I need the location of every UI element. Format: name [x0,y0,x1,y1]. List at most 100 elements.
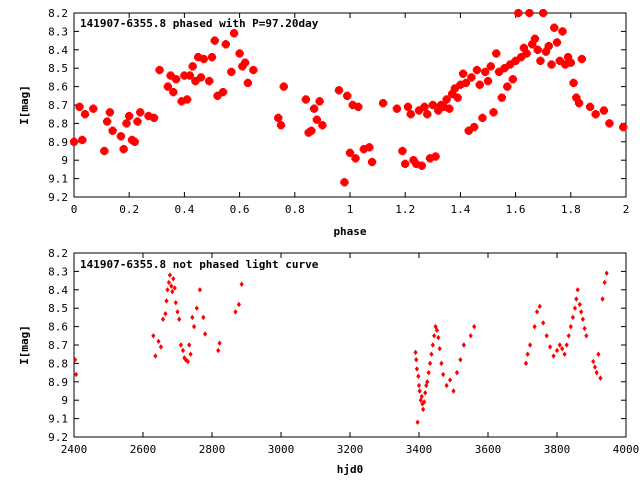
phased-y-tick-label: 8.2 [48,7,68,20]
unphased-data-point [437,345,442,352]
phased-data-point [522,49,531,58]
unphased-x-tick-label: 2800 [199,443,226,456]
unphased-data-point [447,377,453,383]
phased-data-point [105,108,115,117]
unphased-data-point [591,358,596,365]
unphased-data-point [602,279,607,286]
unphased-data-point [185,358,190,365]
phased-data-point [183,95,192,104]
phased-data-point [279,82,288,91]
unphased-data-point [416,373,421,380]
phased-data-point [144,111,153,121]
unphased-data-point [414,356,419,363]
unphased-data-point [600,296,605,302]
unphased-data-point [594,369,599,376]
unphased-data-point [72,356,78,363]
unphased-data-point [417,388,422,394]
phased-data-point [516,53,526,62]
phased-data-point [536,56,545,65]
unphased-data-point [170,288,175,295]
unphased-data-point [153,353,158,359]
unphased-data-point [562,351,567,357]
phased-data-point [136,108,145,117]
unphased-data-point [156,338,161,345]
unphased-data-point [419,393,424,400]
phased-data-point [365,143,374,152]
unphased-data-point [444,382,449,389]
phased-data-point [218,87,228,97]
unphased-data-point [436,334,441,341]
phased-data-point [591,110,600,119]
phased-data-point [180,71,189,80]
phased-data-point [334,86,344,95]
unphased-x-axis-label: hjd0 [337,463,364,476]
unphased-y-tick-label: 8.8 [48,357,68,370]
phased-data-point [119,145,128,154]
phased-x-tick-label: 1.8 [561,203,581,216]
unphased-x-tick-label: 3000 [268,443,295,456]
phased-y-tick-label: 9 [61,154,68,167]
unphased-data-point [160,316,166,322]
unphased-y-tick-label: 9.1 [48,413,68,426]
phased-data-point [343,91,352,100]
unphased-data-point [73,371,79,378]
unphased-y-axis-label: I[mag] [18,325,31,365]
phased-data-point [249,65,258,75]
phased-data-point [550,23,559,32]
phased-data-point [133,117,142,126]
phased-x-tick-label: 0.8 [285,203,305,216]
unphased-data-point [236,301,242,308]
unphased-data-point [414,366,420,372]
phased-data-point [229,29,239,38]
phased-data-point [442,95,451,104]
unphased-y-tick-label: 8.5 [48,302,68,315]
phased-data-point [392,104,402,113]
phased-data-point [227,67,236,77]
phased-data-point [213,91,222,100]
phased-data-point [547,60,556,69]
unphased-x-tick-label: 4000 [613,443,640,456]
phased-data-point [412,159,421,169]
unphased-data-point [175,309,180,315]
phased-data-point [155,65,164,75]
unphased-data-point [413,349,418,356]
phased-data-point [149,113,159,123]
unphased-data-point [423,390,428,396]
phased-data-point [414,106,424,115]
phased-y-tick-label: 8.3 [48,25,68,38]
unphased-data-point [584,333,589,339]
unphased-data-point [548,344,553,350]
unphased-y-tick-label: 9.2 [48,431,68,444]
unphased-data-point [564,342,569,348]
unphased-data-point [454,369,460,376]
unphased-data-point [183,356,188,363]
phased-data-point [243,78,253,88]
phased-data-point [406,110,415,119]
phased-data-point [78,135,87,145]
phased-data-point [475,80,484,89]
unphased-data-point [458,356,463,363]
phased-data-point [539,9,548,18]
phased-data-point [188,62,197,71]
phased-data-point [276,121,286,130]
unphased-data-point [574,296,579,302]
phased-data-point [340,178,349,187]
phased-data-point [528,40,537,49]
phased-data-point [533,45,542,54]
unphased-light-curve-chart: 2400 2600 2800 3000 3200 3400 3600 3800 4000 8.2 8… [18,247,639,476]
unphased-data-point [187,342,192,348]
phased-data-point [420,102,429,111]
unphased-data-point [579,309,584,315]
phased-data-point [514,9,523,18]
unphased-data-point [604,270,609,276]
phased-data-point [207,53,217,62]
phased-data-point [552,38,562,47]
unphased-x-tick-label: 3200 [337,443,364,456]
unphased-data-point [194,305,199,311]
phased-y-tick-label: 8.5 [48,62,68,75]
phased-chart-title: 141907-6355.8 phased with P=97.20day [80,17,319,30]
phased-y-tick-label: 8.9 [48,136,68,149]
phased-data-point [511,56,520,65]
phased-data-point [307,126,316,135]
unphased-data-point [233,309,238,315]
